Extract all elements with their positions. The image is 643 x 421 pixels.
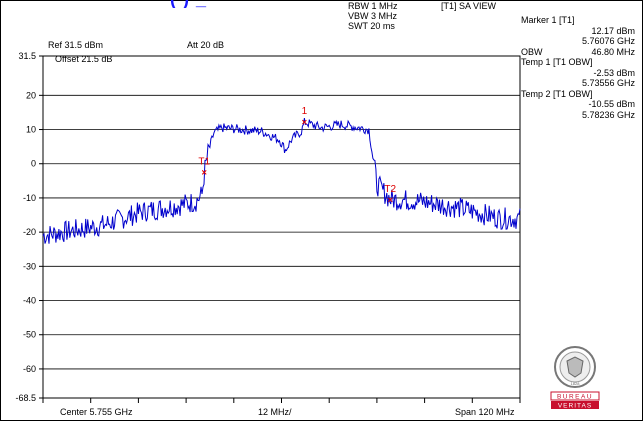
bureau-veritas-logo: 1828 BUREAU VERITAS: [549, 345, 601, 413]
center-frequency: Center 5.755 GHz: [60, 407, 133, 417]
marker-point: [302, 119, 307, 125]
y-tick-label: -60: [23, 364, 36, 374]
y-tick-label: -50: [23, 330, 36, 340]
y-tick-label: -68.5: [15, 393, 36, 403]
y-tick-label: 0: [31, 159, 36, 169]
marker1-title: Marker 1 [T1]: [521, 15, 575, 25]
temp1-title: Temp 1 [T1 OBW]: [521, 57, 593, 67]
temp2-level: -10.55 dBm: [588, 99, 635, 109]
rbw: RBW 1 MHz: [348, 1, 398, 11]
svg-text:VERITAS: VERITAS: [558, 403, 592, 410]
view-label: [T1] SA VIEW: [441, 1, 497, 11]
y-tick-label: 10: [26, 125, 36, 135]
x-axis-ticks: [42, 398, 521, 403]
svg-text:BUREAU: BUREAU: [557, 394, 593, 401]
temp2-freq: 5.78236 GHz: [581, 109, 635, 120]
attenuation: Att 20 dB: [187, 40, 225, 50]
plot-markers: 1 T1 T2: [198, 106, 397, 203]
svg-text:1828: 1828: [571, 381, 581, 386]
temp2-title: Temp 2 [T1 OBW]: [521, 88, 593, 99]
marker-point: [387, 197, 393, 203]
obw-label: OBW: [521, 46, 543, 57]
y-tick-label: 31.5: [18, 51, 36, 61]
y-tick-label: -40: [23, 296, 36, 306]
span: Span 120 MHz: [455, 407, 515, 417]
marker-label: T2: [384, 184, 396, 195]
y-tick-label: -30: [23, 261, 36, 271]
y-tick-label: -20: [23, 227, 36, 237]
title-fragment: ( ) _: [170, 0, 430, 8]
marker-panel: Marker 1 [T1] 12.17 dBm 5.76076 GHz OBW 4…: [521, 15, 639, 120]
temp1-level: -2.53 dBm: [593, 67, 635, 78]
marker1-freq: 5.76076 GHz: [581, 36, 635, 46]
y-tick-label: -10: [23, 193, 36, 203]
marker-point: [201, 170, 207, 175]
vbw: VBW 3 MHz: [348, 11, 398, 21]
obw-value: 46.80 MHz: [591, 46, 635, 57]
swt: SWT 20 ms: [348, 21, 395, 31]
marker1-level: 12.17 dBm: [591, 25, 635, 36]
title-text: ( ) _: [170, 0, 207, 8]
temp1-freq: 5.73556 GHz: [581, 78, 635, 88]
offset-label: Offset 21.5 dB: [55, 54, 112, 64]
division: 12 MHz/: [258, 407, 292, 417]
spectrum-trace: [42, 118, 521, 244]
y-axis-ticks: 31.5 20 10 0 -10 -20 -30 -40 -50 -60 -68.5: [15, 51, 43, 403]
ref-level: Ref 31.5 dBm: [48, 40, 104, 50]
y-tick-label: 20: [26, 90, 36, 100]
marker-label: T1: [198, 156, 210, 167]
marker-label: 1: [302, 106, 308, 117]
